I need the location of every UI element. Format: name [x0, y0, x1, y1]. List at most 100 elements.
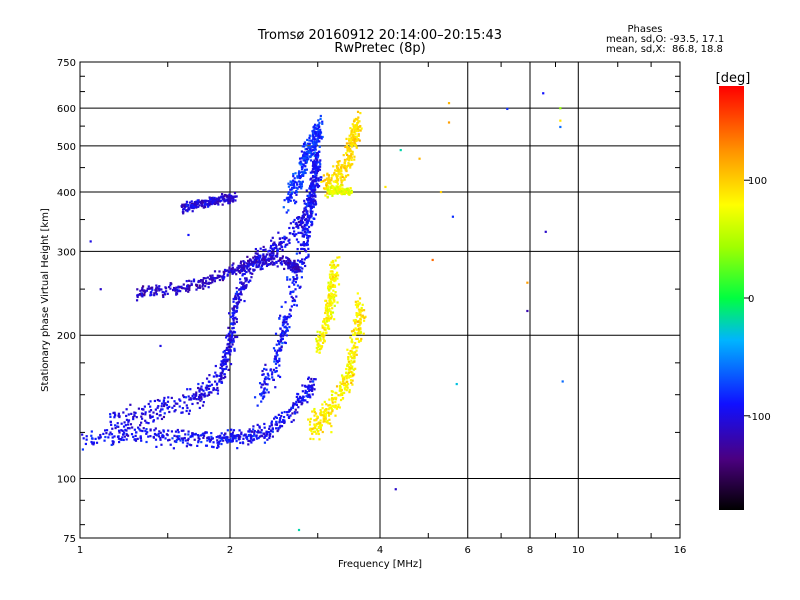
- echo-point: [140, 439, 143, 442]
- echo-point: [232, 331, 235, 334]
- echo-point: [255, 265, 258, 268]
- echo-point: [190, 204, 193, 207]
- echo-point: [287, 263, 290, 267]
- echo-point: [181, 210, 185, 214]
- echo-point: [312, 126, 315, 129]
- echo-point: [358, 139, 361, 142]
- echo-point: [362, 332, 365, 335]
- echo-point: [318, 150, 321, 153]
- echo-point: [277, 339, 280, 343]
- echo-point: [318, 136, 321, 139]
- echo-point: [128, 427, 131, 430]
- echo-point: [357, 134, 360, 137]
- echo-point: [280, 414, 283, 418]
- echo-point: [325, 408, 328, 411]
- echo-point: [323, 400, 326, 403]
- echo-point: [222, 439, 225, 442]
- echo-point: [306, 395, 310, 398]
- echo-point: [279, 243, 282, 246]
- echo-point: [506, 107, 509, 111]
- echo-point: [291, 281, 294, 284]
- echo-point: [137, 426, 140, 429]
- echo-point: [307, 247, 310, 250]
- echo-point: [302, 173, 305, 176]
- echo-point: [199, 201, 202, 205]
- x-axis-label: Frequency [MHz]: [338, 559, 422, 570]
- echo-point: [359, 310, 362, 314]
- echo-point: [109, 431, 112, 434]
- echo-point: [137, 407, 140, 410]
- echo-point: [312, 380, 315, 383]
- echo-point: [355, 306, 359, 309]
- echo-point: [327, 281, 330, 284]
- echo-point: [264, 434, 267, 437]
- echo-point: [325, 177, 329, 180]
- echo-point: [269, 258, 273, 261]
- echo-point: [198, 394, 201, 397]
- echo-point: [309, 380, 312, 383]
- echo-point: [302, 172, 305, 175]
- echo-point: [99, 288, 102, 291]
- echo-point: [236, 335, 239, 339]
- echo-point: [295, 267, 298, 270]
- echo-point: [308, 214, 311, 217]
- echo-point: [235, 290, 239, 293]
- echo-point: [138, 428, 141, 431]
- echo-point: [129, 423, 133, 426]
- echo-point: [191, 402, 194, 406]
- echo-point: [270, 420, 274, 423]
- echo-point: [270, 252, 273, 255]
- echo-point: [330, 407, 333, 410]
- echo-point: [310, 189, 313, 192]
- echo-point: [306, 401, 309, 404]
- echo-point: [313, 171, 316, 174]
- echo-point: [351, 143, 354, 146]
- echo-point: [229, 348, 232, 352]
- echo-point: [304, 385, 307, 388]
- echo-point: [275, 366, 278, 370]
- echo-point: [234, 437, 237, 440]
- echo-point: [184, 396, 188, 399]
- echo-point: [327, 286, 330, 289]
- echo-point: [314, 168, 317, 172]
- echo-point: [211, 199, 214, 202]
- echo-point: [333, 279, 336, 283]
- echo-point: [262, 373, 265, 376]
- echo-point: [311, 384, 314, 387]
- echo-point: [348, 193, 351, 196]
- echo-point: [267, 263, 271, 266]
- echo-point: [314, 173, 317, 176]
- echo-point: [253, 261, 256, 265]
- echo-point: [309, 200, 312, 203]
- echo-point: [323, 334, 326, 337]
- echo-point: [152, 411, 155, 414]
- echo-point: [250, 259, 253, 262]
- echo-point: [246, 263, 249, 266]
- echo-point: [348, 362, 351, 365]
- echo-point: [249, 272, 252, 275]
- echo-point: [152, 419, 156, 422]
- echo-point: [208, 440, 212, 443]
- echo-point: [316, 131, 319, 134]
- echo-point: [165, 404, 168, 407]
- echo-point: [199, 200, 202, 203]
- echo-point: [141, 429, 144, 433]
- echo-point: [291, 299, 294, 303]
- echo-point: [296, 223, 299, 226]
- echo-point: [270, 255, 273, 258]
- echo-point: [107, 436, 110, 439]
- echo-point: [343, 178, 346, 181]
- echo-point: [309, 194, 313, 197]
- echo-point: [278, 375, 282, 379]
- echo-point: [340, 192, 343, 195]
- y-tick-label: 400: [57, 188, 76, 199]
- echo-point: [341, 179, 344, 182]
- echo-point: [134, 439, 138, 442]
- echo-point: [307, 418, 310, 421]
- echo-point: [116, 425, 119, 428]
- echo-point: [237, 297, 241, 301]
- echo-point: [332, 192, 335, 195]
- echo-point: [205, 388, 208, 391]
- echo-point: [330, 393, 334, 397]
